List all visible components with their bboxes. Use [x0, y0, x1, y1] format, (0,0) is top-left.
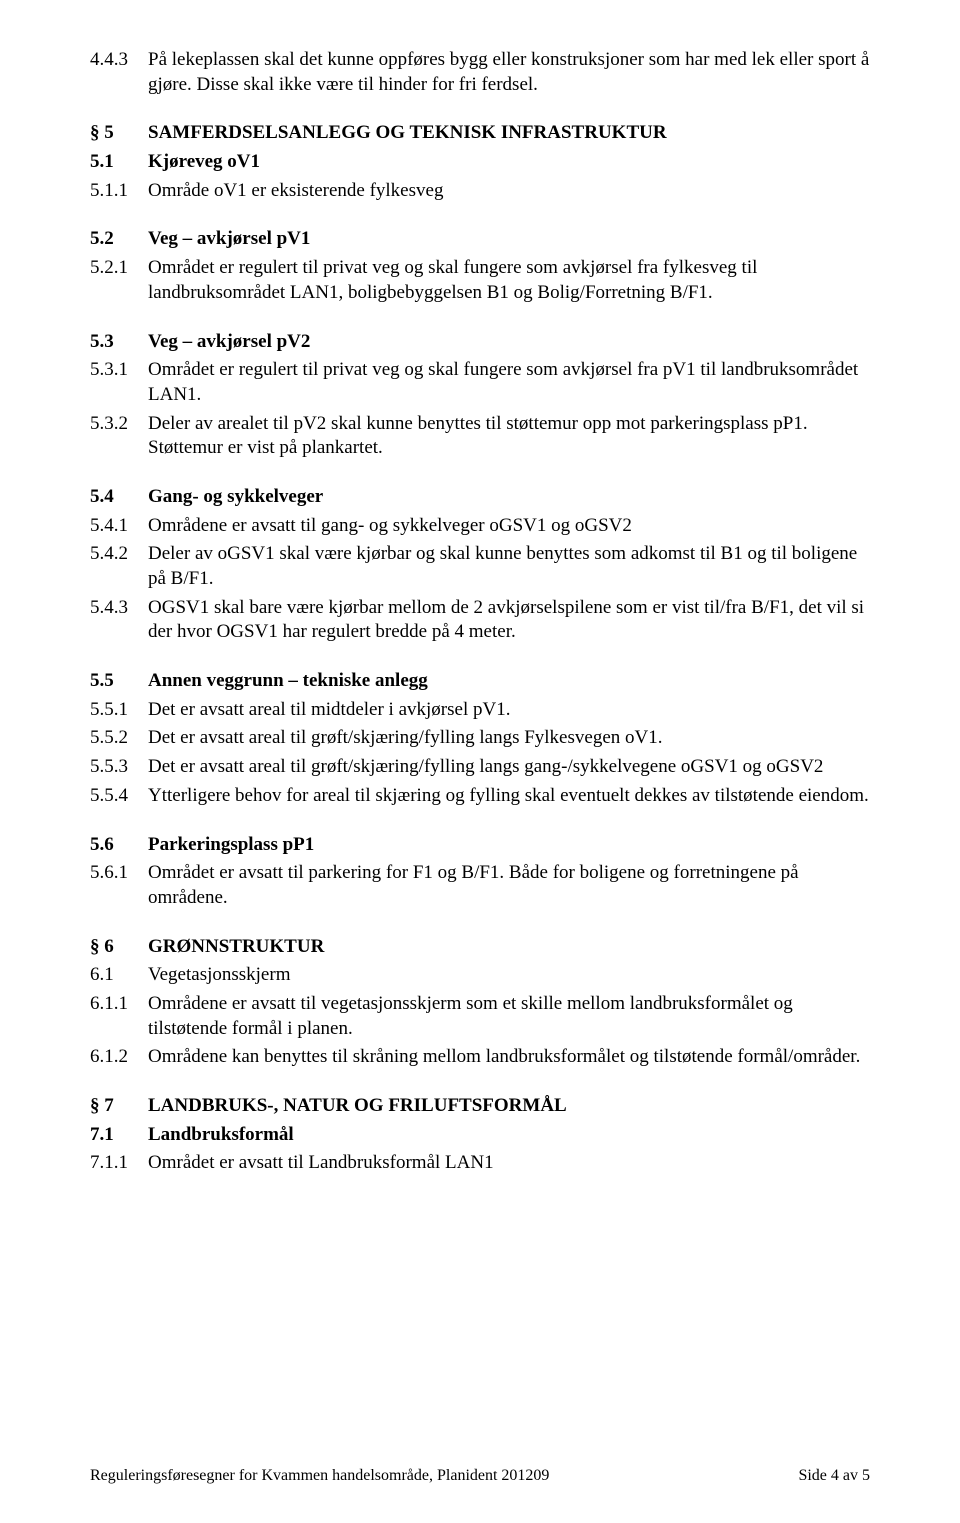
- clause-number: 6.1.1: [90, 992, 148, 1041]
- clause-text: Gang- og sykkelveger: [148, 485, 870, 510]
- clause-number: 7.1.1: [90, 1151, 148, 1176]
- clause-number: 5.5: [90, 669, 148, 694]
- clause-number: 7.1: [90, 1123, 148, 1148]
- clause-5-1: 5.1 Kjøreveg oV1: [90, 150, 870, 175]
- clause-5-2-1: 5.2.1 Området er regulert til privat veg…: [90, 256, 870, 305]
- clause-number: 5.4: [90, 485, 148, 510]
- clause-5-4: 5.4 Gang- og sykkelveger: [90, 485, 870, 510]
- clause-text: Parkeringsplass pP1: [148, 833, 870, 858]
- clause-number: 5.2: [90, 227, 148, 252]
- clause-text: Annen veggrunn – tekniske anlegg: [148, 669, 870, 694]
- clause-5-2: 5.2 Veg – avkjørsel pV1: [90, 227, 870, 252]
- clause-text: Veg – avkjørsel pV1: [148, 227, 870, 252]
- clause-5-1-1: 5.1.1 Område oV1 er eksisterende fylkesv…: [90, 179, 870, 204]
- clause-text: Vegetasjonsskjerm: [148, 963, 870, 988]
- clause-5-4-1: 5.4.1 Områdene er avsatt til gang- og sy…: [90, 514, 870, 539]
- clause-5-5-3: 5.5.3 Det er avsatt areal til grøft/skjæ…: [90, 755, 870, 780]
- clause-text: Områdene er avsatt til vegetasjonsskjerm…: [148, 992, 870, 1041]
- clause-number: 5.6.1: [90, 861, 148, 910]
- clause-7-1: 7.1 Landbruksformål: [90, 1123, 870, 1148]
- section-title: LANDBRUKS-, NATUR OG FRILUFTSFORMÅL: [148, 1094, 870, 1119]
- clause-5-4-2: 5.4.2 Deler av oGSV1 skal være kjørbar o…: [90, 542, 870, 591]
- section-title: SAMFERDSELSANLEGG OG TEKNISK INFRASTRUKT…: [148, 121, 870, 146]
- clause-text: OGSV1 skal bare være kjørbar mellom de 2…: [148, 596, 870, 645]
- clause-5-3-1: 5.3.1 Området er regulert til privat veg…: [90, 358, 870, 407]
- section-title: GRØNNSTRUKTUR: [148, 935, 870, 960]
- clause-text: Områdene er avsatt til gang- og sykkelve…: [148, 514, 870, 539]
- clause-6-1-2: 6.1.2 Områdene kan benyttes til skråning…: [90, 1045, 870, 1070]
- clause-number: 6.1: [90, 963, 148, 988]
- clause-5-5-4: 5.5.4 Ytterligere behov for areal til sk…: [90, 784, 870, 809]
- clause-number: 5.6: [90, 833, 148, 858]
- clause-text: Kjøreveg oV1: [148, 150, 870, 175]
- clause-number: 5.3: [90, 330, 148, 355]
- section-number: § 7: [90, 1094, 148, 1119]
- clause-text: Områdene kan benyttes til skråning mello…: [148, 1045, 870, 1070]
- clause-number: 5.5.1: [90, 698, 148, 723]
- clause-text: Deler av oGSV1 skal være kjørbar og skal…: [148, 542, 870, 591]
- clause-number: 5.3.1: [90, 358, 148, 407]
- clause-text: Området er avsatt til Landbruksformål LA…: [148, 1151, 870, 1176]
- section-6-heading: § 6 GRØNNSTRUKTUR: [90, 935, 870, 960]
- page-footer: Reguleringsføresegner for Kvammen handel…: [90, 1467, 870, 1485]
- clause-number: 5.5.2: [90, 726, 148, 751]
- clause-text: Landbruksformål: [148, 1123, 870, 1148]
- clause-5-6-1: 5.6.1 Området er avsatt til parkering fo…: [90, 861, 870, 910]
- clause-number: 6.1.2: [90, 1045, 148, 1070]
- clause-number: 5.3.2: [90, 412, 148, 461]
- clause-number: 5.4.1: [90, 514, 148, 539]
- clause-text: Området er avsatt til parkering for F1 o…: [148, 861, 870, 910]
- clause-number: 5.5.3: [90, 755, 148, 780]
- clause-number: 5.5.4: [90, 784, 148, 809]
- clause-number: 5.2.1: [90, 256, 148, 305]
- clause-5-5-1: 5.5.1 Det er avsatt areal til midtdeler …: [90, 698, 870, 723]
- footer-left: Reguleringsføresegner for Kvammen handel…: [90, 1467, 549, 1485]
- clause-text: Ytterligere behov for areal til skjæring…: [148, 784, 870, 809]
- clause-text: Deler av arealet til pV2 skal kunne beny…: [148, 412, 870, 461]
- section-number: § 6: [90, 935, 148, 960]
- clause-number: 5.1: [90, 150, 148, 175]
- clause-text: Det er avsatt areal til midtdeler i avkj…: [148, 698, 870, 723]
- clause-5-3: 5.3 Veg – avkjørsel pV2: [90, 330, 870, 355]
- clause-6-1-1: 6.1.1 Områdene er avsatt til vegetasjons…: [90, 992, 870, 1041]
- clause-text: Det er avsatt areal til grøft/skjæring/f…: [148, 726, 870, 751]
- clause-5-5: 5.5 Annen veggrunn – tekniske anlegg: [90, 669, 870, 694]
- clause-6-1: 6.1 Vegetasjonsskjerm: [90, 963, 870, 988]
- clause-number: 5.4.2: [90, 542, 148, 591]
- clause-number: 5.1.1: [90, 179, 148, 204]
- clause-number: 5.4.3: [90, 596, 148, 645]
- clause-text: Området er regulert til privat veg og sk…: [148, 256, 870, 305]
- clause-text: Veg – avkjørsel pV2: [148, 330, 870, 355]
- clause-7-1-1: 7.1.1 Området er avsatt til Landbruksfor…: [90, 1151, 870, 1176]
- clause-5-5-2: 5.5.2 Det er avsatt areal til grøft/skjæ…: [90, 726, 870, 751]
- section-5-heading: § 5 SAMFERDSELSANLEGG OG TEKNISK INFRAST…: [90, 121, 870, 146]
- clause-text: Det er avsatt areal til grøft/skjæring/f…: [148, 755, 870, 780]
- section-number: § 5: [90, 121, 148, 146]
- clause-text: Området er regulert til privat veg og sk…: [148, 358, 870, 407]
- clause-4-4-3: 4.4.3 På lekeplassen skal det kunne oppf…: [90, 48, 870, 97]
- document-page: 4.4.3 På lekeplassen skal det kunne oppf…: [0, 0, 960, 1523]
- clause-5-4-3: 5.4.3 OGSV1 skal bare være kjørbar mello…: [90, 596, 870, 645]
- clause-number: 4.4.3: [90, 48, 148, 97]
- clause-text: Område oV1 er eksisterende fylkesveg: [148, 179, 870, 204]
- clause-5-3-2: 5.3.2 Deler av arealet til pV2 skal kunn…: [90, 412, 870, 461]
- footer-right: Side 4 av 5: [798, 1467, 870, 1485]
- section-7-heading: § 7 LANDBRUKS-, NATUR OG FRILUFTSFORMÅL: [90, 1094, 870, 1119]
- clause-text: På lekeplassen skal det kunne oppføres b…: [148, 48, 870, 97]
- clause-5-6: 5.6 Parkeringsplass pP1: [90, 833, 870, 858]
